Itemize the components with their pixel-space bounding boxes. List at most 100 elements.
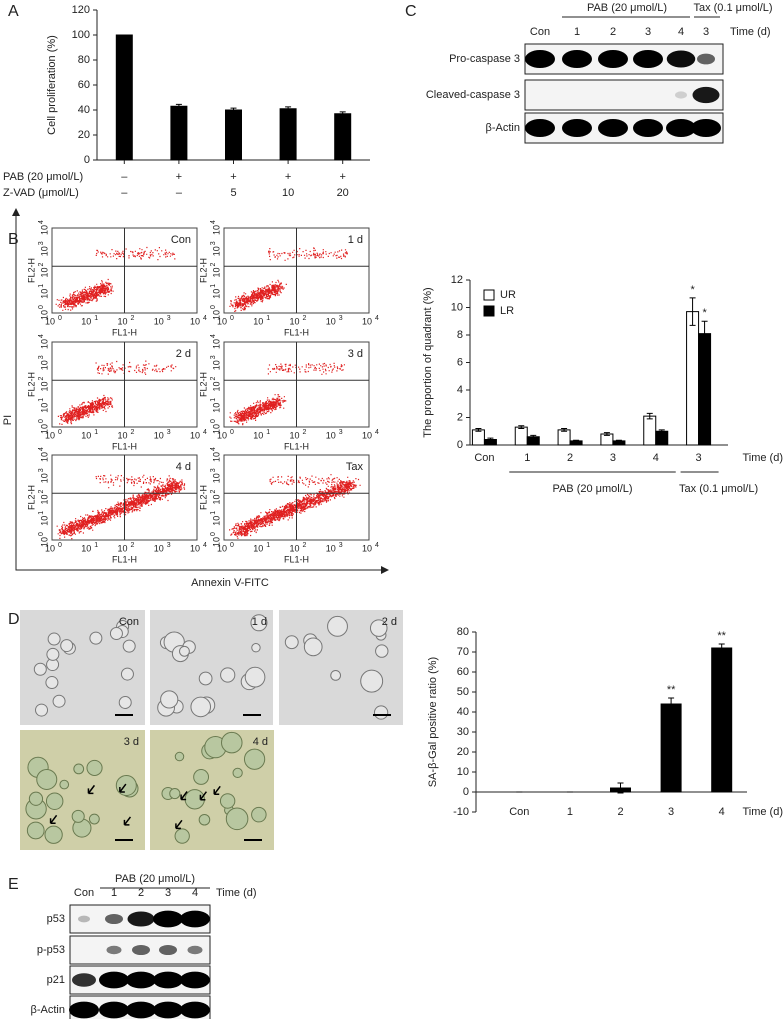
bar xyxy=(225,109,242,161)
x-tick-exp: 4 xyxy=(375,429,379,436)
x-tick-base: 10 xyxy=(45,316,55,326)
x-tick-base: 10 xyxy=(45,430,55,440)
x-tick-base: 10 xyxy=(362,543,372,553)
lane-label: 2 xyxy=(138,887,144,899)
y-tick-exp: 1 xyxy=(210,284,217,288)
y-tick-exp: 2 xyxy=(38,489,45,493)
band xyxy=(153,910,183,928)
group-label: Tax (0.1 μmol/L) xyxy=(693,2,772,14)
plot-label: 2 d xyxy=(176,348,191,360)
lane-label: Con xyxy=(74,887,94,899)
y-tick-exp: 1 xyxy=(38,284,45,288)
band xyxy=(598,119,628,137)
condition-value: + xyxy=(176,171,182,183)
arrow xyxy=(213,785,221,796)
x-tick-exp: 2 xyxy=(131,429,135,436)
band xyxy=(127,911,155,927)
condition-value: + xyxy=(230,171,236,183)
cell xyxy=(44,825,63,844)
legend-label: UR xyxy=(500,289,516,301)
cell xyxy=(46,647,60,661)
micrograph-label: 2 d xyxy=(382,616,397,628)
band xyxy=(562,50,592,68)
y-tick-label: 40 xyxy=(457,706,469,718)
band xyxy=(525,119,555,137)
cell xyxy=(225,807,249,831)
lane-label: 3 xyxy=(703,26,709,38)
legend-swatch xyxy=(483,305,495,317)
scatter-dots xyxy=(56,474,186,540)
x-tick-base: 10 xyxy=(289,430,299,440)
cell xyxy=(36,768,58,790)
y-tick-label: 60 xyxy=(457,666,469,678)
y-axis-label: SA-β-Gal positive ratio (%) xyxy=(427,657,439,787)
error-bar xyxy=(689,297,696,326)
x-tick-exp: 1 xyxy=(94,542,98,549)
x-tick-exp: 4 xyxy=(203,542,207,549)
x-tick-label: 2 xyxy=(567,452,573,464)
x-tick-exp: 1 xyxy=(94,315,98,322)
cell xyxy=(243,748,266,770)
arrow xyxy=(123,816,132,826)
x-tick-label: 1 xyxy=(567,806,573,818)
x-tick-exp: 4 xyxy=(375,542,379,549)
condition-value: 10 xyxy=(282,187,294,199)
y-tick-base: 10 xyxy=(39,310,49,320)
y-tick-exp: 0 xyxy=(210,419,217,423)
plot-label: Tax xyxy=(346,461,364,473)
y-tick-base: 10 xyxy=(211,246,221,256)
error-bar xyxy=(561,428,568,432)
x-tick-label: 3 xyxy=(610,452,616,464)
scatter-dots xyxy=(57,360,177,425)
plot-label: Con xyxy=(171,234,191,246)
blot-row-label: β-Actin xyxy=(31,1004,65,1016)
x-tick-base: 10 xyxy=(117,430,127,440)
cell xyxy=(251,643,261,653)
annotation: ** xyxy=(667,684,676,696)
x-tick-base: 10 xyxy=(253,316,263,326)
x-tick-exp: 4 xyxy=(203,315,207,322)
error-bar xyxy=(615,439,622,443)
plot-y-label: FL2-H xyxy=(26,372,36,397)
band xyxy=(99,1001,129,1019)
x-tick-base: 10 xyxy=(45,543,55,553)
bar xyxy=(115,34,133,161)
plot-y-label: FL2-H xyxy=(26,258,36,283)
cell xyxy=(71,809,85,823)
bar xyxy=(686,311,700,446)
y-tick-exp: 2 xyxy=(210,489,217,493)
cell xyxy=(220,667,236,683)
band xyxy=(562,119,592,137)
y-tick-exp: 3 xyxy=(38,355,45,359)
y-tick-base: 10 xyxy=(211,360,221,370)
x-tick-base: 10 xyxy=(217,430,227,440)
band xyxy=(78,915,90,923)
band xyxy=(126,971,156,989)
y-tick-base: 10 xyxy=(39,289,49,299)
band xyxy=(666,119,696,137)
error-bar xyxy=(175,103,182,109)
y-axis-label: Cell proliferation (%) xyxy=(46,35,58,135)
condition-value: – xyxy=(121,171,128,183)
x-tick-base: 10 xyxy=(217,543,227,553)
band xyxy=(153,1001,183,1019)
cell xyxy=(221,731,243,754)
x-tick-exp: 0 xyxy=(230,542,234,549)
cell xyxy=(174,828,190,844)
x-tick-label: 4 xyxy=(719,806,725,818)
y-tick-base: 10 xyxy=(39,494,49,504)
y-tick-label: 6 xyxy=(457,356,463,368)
cell xyxy=(73,763,85,775)
bar xyxy=(471,429,485,446)
x-tick-exp: 0 xyxy=(58,315,62,322)
y-tick-label: 70 xyxy=(457,646,469,658)
y-tick-exp: 2 xyxy=(38,262,45,266)
lane-label: 1 xyxy=(574,26,580,38)
blot-row-label: p-p53 xyxy=(37,944,65,956)
cell xyxy=(219,793,236,809)
scatter-dots xyxy=(229,247,348,312)
y-tick-label: 60 xyxy=(78,79,90,91)
x-tick-base: 10 xyxy=(117,543,127,553)
bar xyxy=(711,647,733,793)
